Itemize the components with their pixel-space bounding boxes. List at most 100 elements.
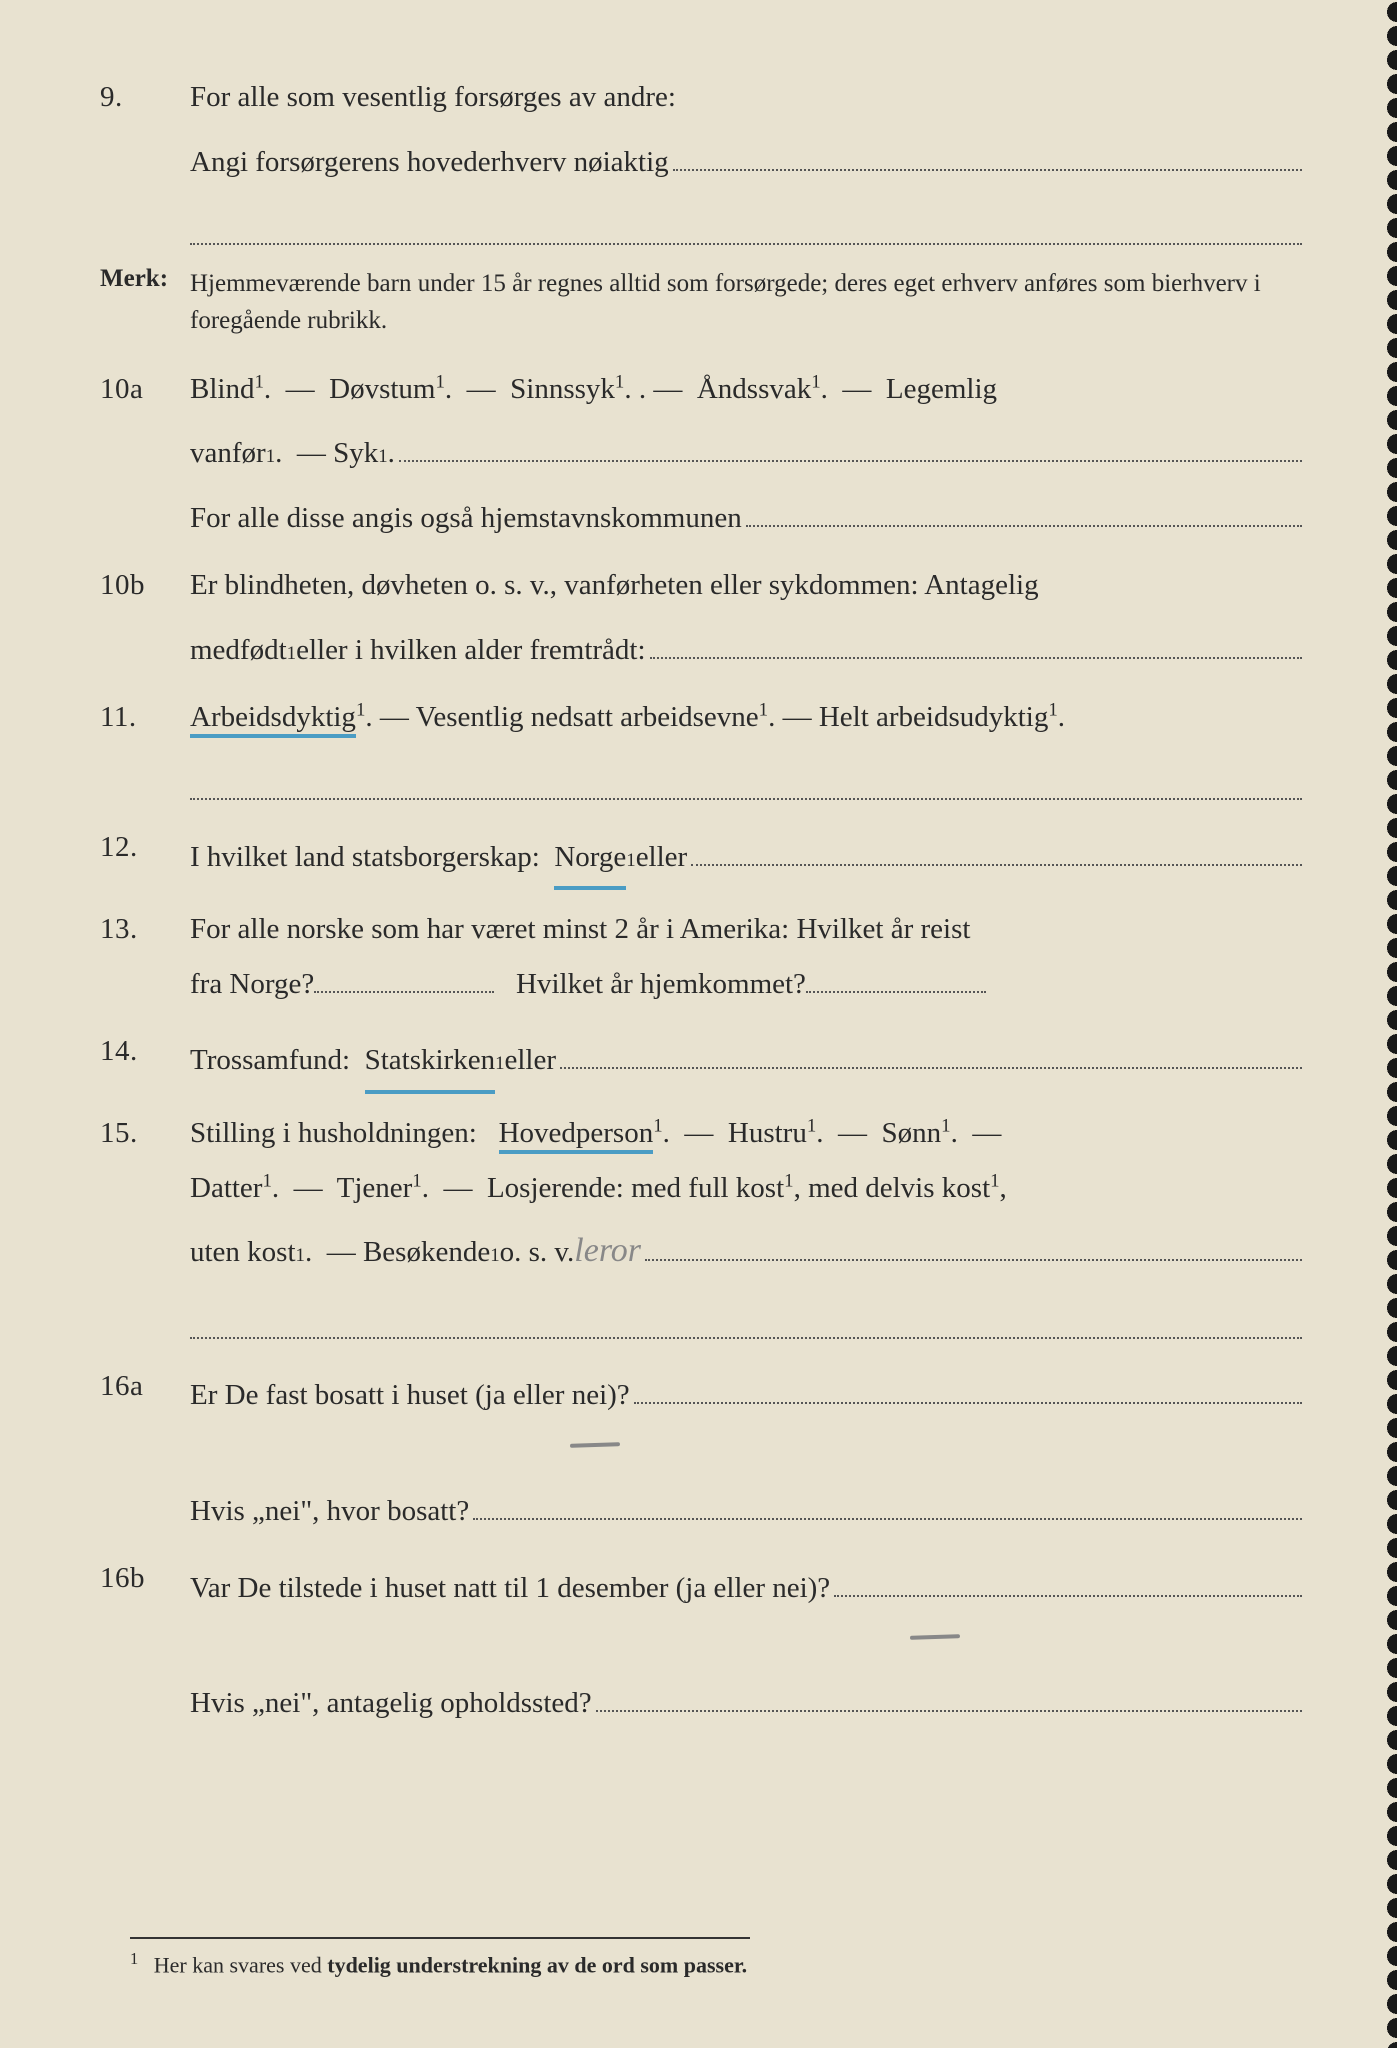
- q13-fra: fra Norge?: [190, 957, 314, 1012]
- q15-line2: Datter1. — Tjener1. — Losjerende: med fu…: [190, 1161, 1302, 1216]
- q16b-line1-wrap: Var De tilstede i huset natt til 1 desem…: [190, 1551, 1302, 1616]
- opt-legemlig: Legemlig: [886, 373, 997, 405]
- q10b-line2: medfødt1 eller i hvilken alder fremtrådt…: [190, 613, 1302, 678]
- q15-content: Stilling i husholdningen: Hovedperson1. …: [190, 1106, 1302, 1284]
- fill-line[interactable]: [746, 482, 1302, 528]
- q10b-number: 10b: [100, 558, 190, 678]
- pencil-mark-ja: [570, 1416, 1302, 1471]
- opt-blind: Blind: [190, 373, 254, 405]
- q16b-number: 16b: [100, 1551, 190, 1731]
- opt-besokende: Besøkende: [363, 1225, 490, 1280]
- question-11: 11. Arbeidsdyktig1. — Vesentlig nedsatt …: [100, 690, 1302, 745]
- q16a-content: Er De fast bosatt i huset (ja eller nei)…: [190, 1359, 1302, 1539]
- q16b-line2-wrap: Hvis „nei", antagelig opholdssted?: [190, 1667, 1302, 1732]
- opt-dovstum: Døvstum: [329, 373, 435, 405]
- footnote-text-plain: Her kan svares ved: [154, 1952, 328, 1977]
- q9-line2: Angi forsørgerens hovederhverv nøiaktig: [190, 135, 669, 190]
- question-15: 15. Stilling i husholdningen: Hovedperso…: [100, 1106, 1302, 1284]
- q10a-line1: Blind1. — Døvstum1. — Sinnssyk1. . — Ånd…: [190, 362, 1302, 417]
- fill-line[interactable]: [673, 125, 1302, 171]
- merk-label: Merk:: [100, 265, 190, 340]
- opt-statskirken: Statskirken: [365, 1033, 496, 1093]
- q11-number: 11.: [100, 690, 190, 745]
- opt-norge: Norge: [554, 830, 626, 890]
- question-9: 9. For alle som vesentlig forsørges av a…: [100, 70, 1302, 190]
- q9-number: 9.: [100, 70, 190, 190]
- fill-line[interactable]: [806, 991, 986, 993]
- q10b-eller: eller i hvilken alder fremtrådt:: [296, 623, 645, 678]
- question-16a: 16a Er De fast bosatt i huset (ja eller …: [100, 1359, 1302, 1539]
- question-13: 13. For alle norske som har været minst …: [100, 902, 1302, 1012]
- fill-line[interactable]: [596, 1667, 1302, 1713]
- note-merk: Merk: Hjemmeværende barn under 15 år reg…: [100, 265, 1302, 340]
- form-page: 9. For alle som vesentlig forsørges av a…: [0, 0, 1397, 1784]
- fill-line-full[interactable]: [190, 224, 1302, 245]
- opt-udyktig: Helt arbeidsudyktig: [819, 701, 1049, 733]
- opt-hustru: Hustru: [728, 1117, 807, 1149]
- q16b-content: Var De tilstede i huset natt til 1 desem…: [190, 1551, 1302, 1731]
- q16a-line2: Hvis „nei", hvor bosatt?: [190, 1484, 469, 1539]
- handwritten-answer: leror: [574, 1219, 641, 1284]
- opt-hovedperson: Hovedperson: [499, 1117, 654, 1154]
- fill-line-full[interactable]: [190, 779, 1302, 800]
- q9-content: For alle som vesentlig forsørges av andr…: [190, 70, 1302, 190]
- q16a-line2-wrap: Hvis „nei", hvor bosatt?: [190, 1475, 1302, 1540]
- fill-line[interactable]: [473, 1475, 1302, 1521]
- opt-delvis: , med delvis kost: [794, 1172, 991, 1204]
- q14-eller: eller: [505, 1033, 557, 1088]
- q10a-line3: For alle disse angis også hjemstavnskomm…: [190, 491, 742, 546]
- q10b-medfodt: medfødt: [190, 623, 287, 678]
- question-10a: 10a Blind1. — Døvstum1. — Sinnssyk1. . —…: [100, 362, 1302, 546]
- q11-content: Arbeidsdyktig1. — Vesentlig nedsatt arbe…: [190, 690, 1302, 745]
- q16b-line1: Var De tilstede i huset natt til 1 desem…: [190, 1561, 830, 1616]
- q12-number: 12.: [100, 820, 190, 890]
- q15-line3: uten kost1. — Besøkende1 o. s. v. leror: [190, 1216, 1302, 1284]
- q13-content: For alle norske som har været minst 2 år…: [190, 902, 1302, 1012]
- opt-syk: Syk: [333, 426, 378, 481]
- pencil-mark-ja2: [910, 1608, 1302, 1663]
- perforated-edge: [1377, 0, 1397, 2048]
- q15-line1: Stilling i husholdningen: Hovedperson1. …: [190, 1106, 1302, 1161]
- q10a-number: 10a: [100, 362, 190, 546]
- fill-line[interactable]: [399, 417, 1302, 463]
- merk-text: Hjemmeværende barn under 15 år regnes al…: [190, 265, 1302, 340]
- footnote: 1 Her kan svares ved tydelig understrekn…: [130, 1937, 750, 1978]
- q14-content: Trossamfund: Statskirken1 eller: [190, 1024, 1302, 1094]
- opt-arbeidsdyktig: Arbeidsdyktig: [190, 701, 356, 738]
- fill-line[interactable]: [560, 1024, 1302, 1070]
- fill-line[interactable]: [650, 613, 1302, 659]
- question-10b: 10b Er blindheten, døvheten o. s. v., va…: [100, 558, 1302, 678]
- q10b-content: Er blindheten, døvheten o. s. v., vanfør…: [190, 558, 1302, 678]
- q14-number: 14.: [100, 1024, 190, 1094]
- opt-vanfor: vanfør: [190, 426, 266, 481]
- q10a-line3-wrap: For alle disse angis også hjemstavnskomm…: [190, 482, 1302, 547]
- q15-label: Stilling i husholdningen:: [190, 1117, 477, 1149]
- fill-line[interactable]: [834, 1551, 1302, 1597]
- q16a-line1: Er De fast bosatt i huset (ja eller nei)…: [190, 1368, 630, 1423]
- q16b-line2: Hvis „nei", antagelig opholdssted?: [190, 1676, 592, 1731]
- q12-eller: eller: [636, 830, 688, 885]
- footnote-marker: 1: [130, 1949, 138, 1968]
- fill-line[interactable]: [634, 1359, 1302, 1405]
- q10a-content: Blind1. — Døvstum1. — Sinnssyk1. . — Ånd…: [190, 362, 1302, 546]
- fill-line[interactable]: [314, 991, 494, 993]
- opt-andssvak: Åndssvak: [697, 373, 811, 405]
- opt-sinnssyk: Sinnssyk: [510, 373, 615, 405]
- q16a-line1-wrap: Er De fast bosatt i huset (ja eller nei)…: [190, 1359, 1302, 1424]
- opt-uten: uten kost: [190, 1225, 296, 1280]
- q14-text: Trossamfund:: [190, 1033, 350, 1088]
- q15-osv: o. s. v.: [500, 1225, 575, 1280]
- fill-line-full[interactable]: [190, 1318, 1302, 1339]
- q13-line2: fra Norge? Hvilket år hjemkommet?: [190, 957, 1302, 1012]
- opt-datter: Datter: [190, 1172, 262, 1204]
- footnote-text-bold: tydelig understrekning av de ord som pas…: [327, 1952, 747, 1977]
- q12-text: I hvilket land statsborgerskap:: [190, 830, 540, 885]
- q10a-line2: vanfør1. — Syk1.: [190, 417, 1302, 482]
- fill-line[interactable]: [645, 1216, 1302, 1262]
- opt-tjener: Tjener: [337, 1172, 413, 1204]
- q16a-number: 16a: [100, 1359, 190, 1539]
- fill-line[interactable]: [691, 820, 1302, 866]
- q15-number: 15.: [100, 1106, 190, 1284]
- opt-sonn: Sønn: [882, 1117, 942, 1149]
- q13-hjem: Hvilket år hjemkommet?: [516, 957, 806, 1012]
